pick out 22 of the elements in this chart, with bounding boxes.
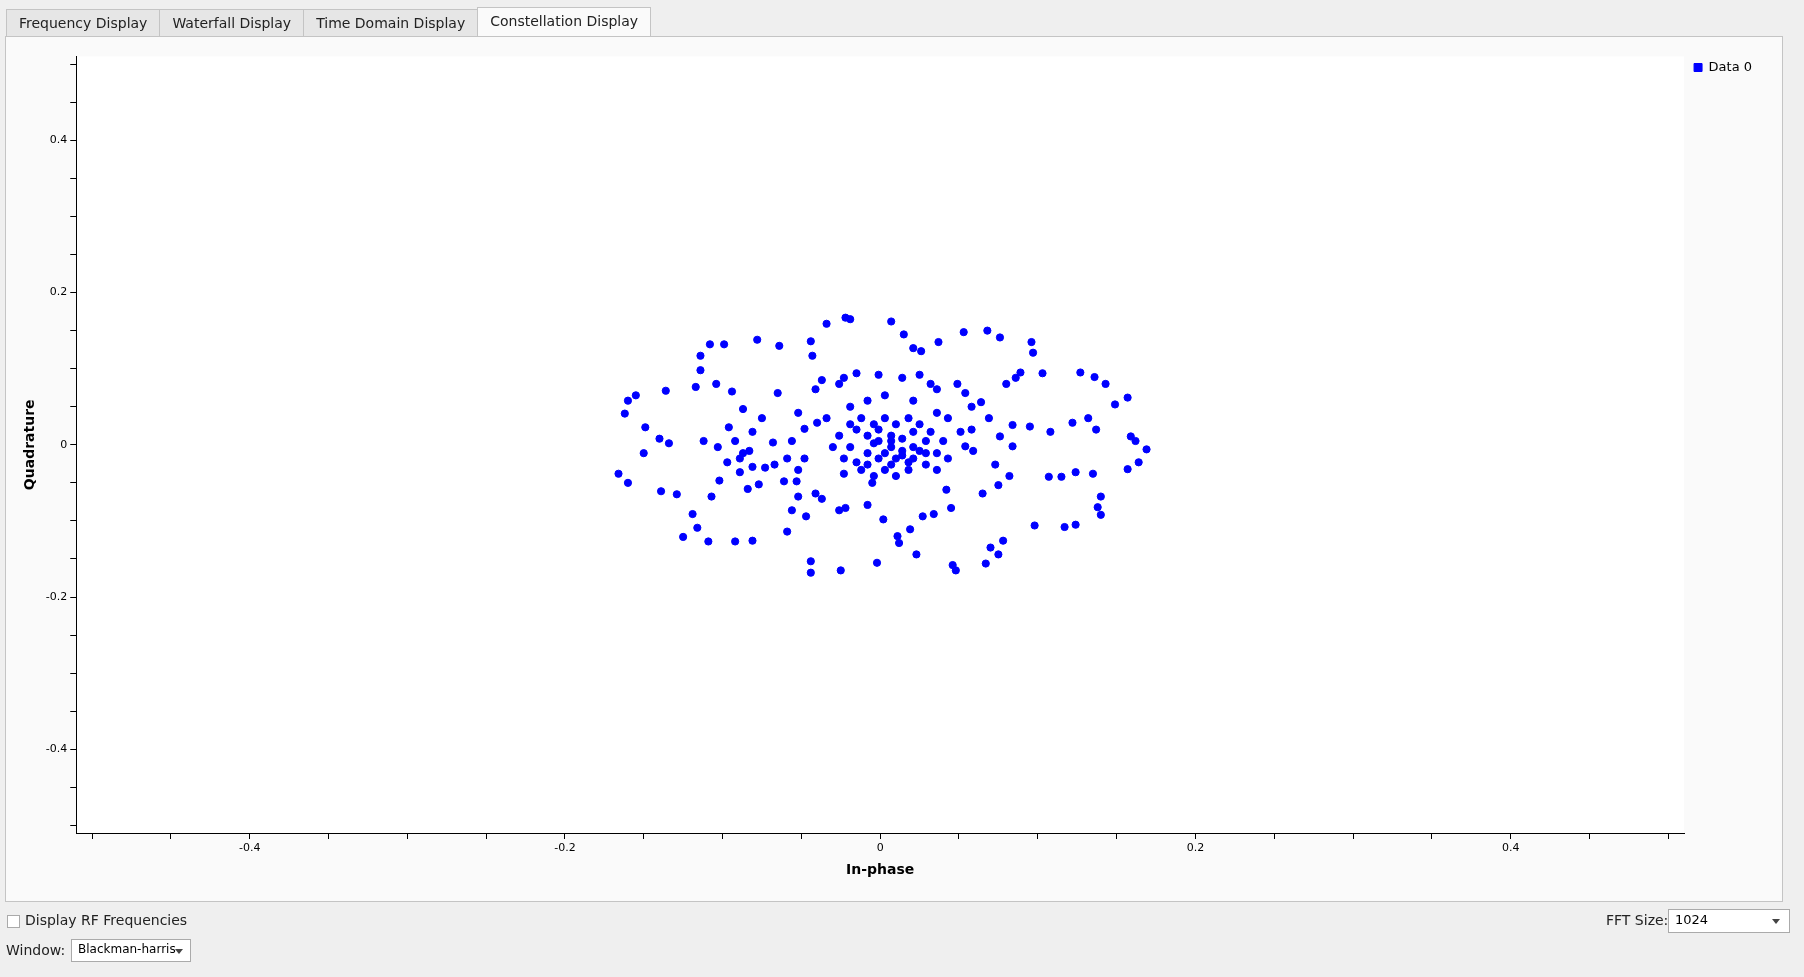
text: Window: xyxy=(6,942,66,958)
y-axis-title: Quadrature xyxy=(21,399,38,491)
text: 1024 xyxy=(1668,909,1790,933)
text: Frequency Display xyxy=(6,9,161,39)
text: Waterfall Display xyxy=(159,9,305,39)
text: Constellation Display xyxy=(477,7,652,37)
legend-label: Data 0 xyxy=(1708,58,1753,74)
x-tick-label: 0.2 xyxy=(1186,841,1205,855)
y-tick-label: -0.4 xyxy=(45,742,68,756)
text: Display RF Frequencies xyxy=(25,912,188,928)
y-tick-label: 0 xyxy=(60,437,68,451)
text: FFT Size: xyxy=(1606,912,1669,928)
text: Blackman-harris xyxy=(71,939,191,962)
y-tick-label: 0.2 xyxy=(49,285,68,299)
x-tick-label: 0.4 xyxy=(1501,841,1520,855)
y-tick-label: 0.4 xyxy=(49,133,68,147)
x-tick-label: -0.2 xyxy=(554,841,576,855)
x-tick-label: 0 xyxy=(876,841,884,855)
y-tick-label: -0.2 xyxy=(45,589,68,603)
x-tick-label: -0.4 xyxy=(238,841,261,855)
text: Time Domain Display xyxy=(303,9,479,39)
x-axis-title: In-phase xyxy=(846,861,915,878)
